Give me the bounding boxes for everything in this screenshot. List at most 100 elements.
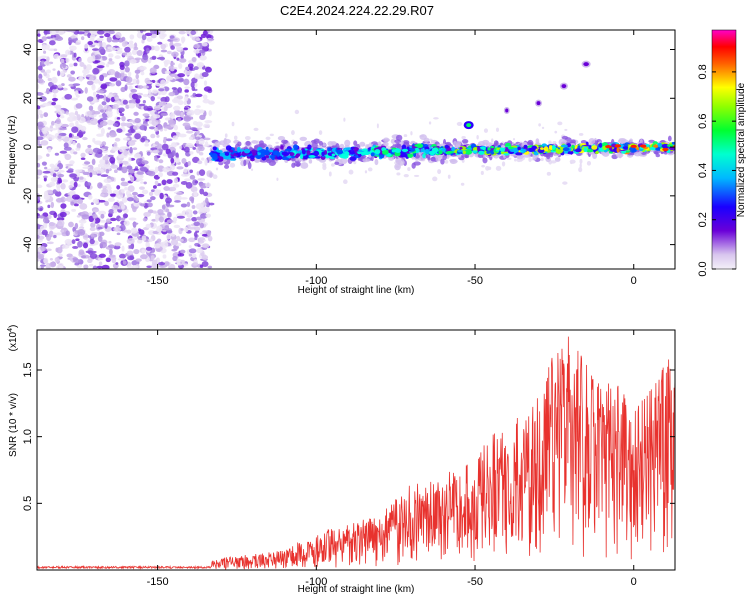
noise-blob bbox=[176, 166, 184, 170]
noise-blob bbox=[148, 191, 154, 196]
noise-blob bbox=[151, 263, 158, 268]
x-tick-label: -50 bbox=[467, 576, 483, 588]
noise-blob bbox=[129, 146, 133, 154]
noise-blob bbox=[188, 248, 197, 254]
noise-blob bbox=[128, 168, 135, 174]
noise-blob bbox=[96, 265, 103, 269]
noise-blob bbox=[169, 164, 176, 171]
noise-blob bbox=[37, 78, 44, 84]
noise-blob bbox=[151, 247, 156, 253]
noise-blob bbox=[89, 227, 96, 232]
noise-blob bbox=[126, 197, 134, 202]
noise-blob bbox=[158, 88, 165, 92]
band-halo bbox=[300, 162, 309, 169]
faint-blob bbox=[322, 165, 327, 171]
band-core bbox=[363, 151, 371, 156]
band-core bbox=[471, 150, 478, 153]
band-core bbox=[462, 150, 466, 155]
noise-blob bbox=[59, 127, 67, 131]
noise-blob bbox=[140, 137, 146, 143]
noise-blob bbox=[165, 138, 173, 142]
noise-blob bbox=[37, 155, 43, 160]
noise-blob bbox=[192, 262, 199, 266]
noise-blob bbox=[204, 66, 212, 73]
noise-blob bbox=[142, 85, 149, 89]
noise-blob bbox=[43, 190, 49, 198]
band-core bbox=[517, 146, 521, 151]
noise-blob bbox=[136, 239, 143, 244]
noise-blob bbox=[152, 210, 157, 214]
noise-blob bbox=[84, 30, 90, 33]
noise-blob bbox=[201, 233, 208, 237]
noise-blob bbox=[44, 44, 50, 50]
band-halo bbox=[339, 157, 348, 165]
noise-blob bbox=[179, 145, 183, 150]
noise-blob bbox=[46, 168, 54, 172]
noise-blob bbox=[82, 233, 89, 240]
noise-blob bbox=[171, 62, 175, 66]
noise-blob bbox=[166, 179, 173, 184]
band-halo bbox=[353, 140, 358, 146]
noise-blob bbox=[177, 87, 183, 93]
noise-blob bbox=[197, 240, 205, 244]
noise-blob bbox=[171, 98, 181, 104]
noise-blob bbox=[37, 92, 44, 96]
noise-blob bbox=[154, 189, 160, 196]
band-core bbox=[490, 150, 495, 155]
noise-blob bbox=[113, 169, 118, 174]
noise-blob bbox=[80, 152, 86, 158]
noise-blob bbox=[135, 73, 139, 80]
faint-blob bbox=[487, 166, 492, 171]
noise-blob bbox=[52, 93, 57, 99]
noise-blob bbox=[94, 54, 102, 60]
band-core bbox=[284, 148, 292, 152]
noise-blob bbox=[204, 119, 213, 124]
band-core bbox=[229, 149, 234, 153]
band-core bbox=[299, 154, 304, 160]
noise-blob bbox=[54, 257, 60, 263]
noise-blob bbox=[134, 118, 141, 124]
faint-blob bbox=[428, 121, 432, 125]
noise-blob bbox=[187, 63, 194, 69]
noise-blob bbox=[55, 36, 64, 41]
noise-blob bbox=[170, 38, 178, 41]
noise-blob bbox=[160, 79, 167, 87]
noise-blob bbox=[179, 58, 187, 63]
noise-blob bbox=[37, 196, 41, 202]
band-core bbox=[229, 158, 237, 161]
noise-blob bbox=[52, 173, 57, 178]
band-core bbox=[243, 148, 251, 154]
band-halo bbox=[629, 138, 633, 144]
noise-blob bbox=[113, 227, 122, 232]
noise-blob bbox=[124, 46, 131, 53]
streak-blob bbox=[536, 101, 541, 106]
noise-blob bbox=[44, 166, 48, 170]
band-core bbox=[438, 150, 443, 155]
noise-blob bbox=[184, 70, 191, 76]
noise-blob bbox=[97, 199, 106, 203]
noise-blob bbox=[92, 265, 98, 269]
noise-blob bbox=[107, 119, 113, 126]
noise-blob bbox=[83, 64, 87, 70]
colorbar-tick-label: 0.6 bbox=[697, 114, 709, 129]
noise-blob bbox=[69, 173, 78, 178]
band-peak bbox=[614, 144, 622, 148]
faint-blob bbox=[514, 158, 517, 162]
noise-blob bbox=[170, 157, 175, 164]
faint-blob bbox=[562, 181, 568, 185]
noise-blob bbox=[46, 36, 52, 40]
noise-blob bbox=[60, 229, 65, 233]
noise-blob bbox=[132, 125, 140, 130]
noise-blob bbox=[85, 182, 92, 187]
noise-blob bbox=[46, 241, 54, 245]
noise-blob bbox=[119, 253, 126, 259]
noise-blob bbox=[106, 132, 110, 138]
noise-blob bbox=[101, 141, 107, 146]
noise-blob bbox=[87, 41, 93, 46]
noise-blob bbox=[80, 125, 87, 132]
noise-blob bbox=[98, 261, 103, 266]
noise-blob bbox=[108, 208, 115, 215]
noise-blob bbox=[173, 224, 181, 229]
noise-blob bbox=[82, 166, 90, 169]
noise-blob bbox=[37, 258, 40, 262]
